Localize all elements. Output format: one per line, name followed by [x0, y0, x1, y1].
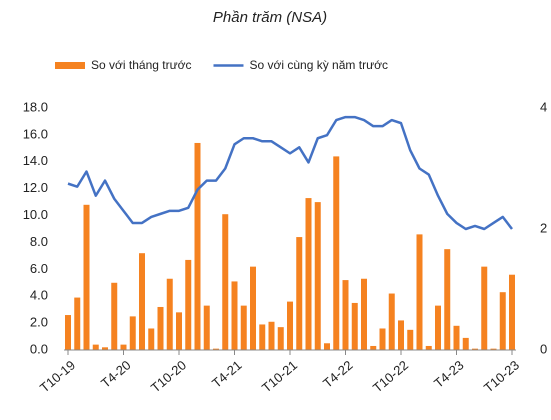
bar — [296, 237, 303, 350]
x-tick-label: T4-22 — [320, 357, 356, 390]
bar — [305, 198, 312, 350]
bar — [74, 297, 81, 350]
bar — [111, 282, 118, 350]
bar — [203, 305, 210, 350]
x-tick-label: T4-23 — [431, 357, 467, 390]
x-tick-label: T4-21 — [209, 357, 245, 390]
x-tick-label: T10-20 — [148, 357, 189, 395]
bar — [222, 214, 229, 350]
bar — [139, 253, 145, 350]
bar — [481, 266, 488, 350]
bar — [398, 320, 404, 350]
bar — [361, 278, 367, 350]
bar — [176, 312, 182, 350]
bar — [287, 301, 293, 350]
y2-tick-label: 0 — [540, 341, 547, 356]
bar — [185, 259, 192, 350]
y-tick-label: 0.0 — [30, 341, 48, 356]
y-tick-label: 18.0 — [23, 99, 48, 114]
bar — [324, 343, 330, 350]
x-tick-label: T10-23 — [481, 357, 522, 395]
bar — [157, 306, 164, 350]
bar — [407, 329, 414, 350]
legend-swatch — [55, 62, 85, 69]
bar — [333, 156, 340, 350]
bar — [148, 328, 155, 350]
bar — [231, 281, 238, 350]
bar — [268, 321, 275, 350]
legend-label: So với cùng kỳ năm trước — [249, 58, 387, 72]
bar — [509, 274, 515, 350]
y-tick-label: 12.0 — [23, 180, 48, 195]
bar — [388, 293, 395, 350]
bar — [250, 266, 256, 350]
bar — [351, 302, 358, 350]
line — [67, 115, 513, 231]
y-tick-label: 16.0 — [23, 126, 48, 141]
bar — [120, 344, 127, 350]
y-tick-label: 2.0 — [30, 315, 48, 330]
x-tick-label: T4-20 — [98, 357, 134, 390]
bar — [259, 324, 266, 350]
bar — [92, 344, 99, 350]
bar — [277, 327, 284, 350]
bar — [83, 204, 90, 350]
bar — [453, 325, 460, 350]
bar — [435, 305, 441, 350]
x-tick-label: T10-21 — [259, 357, 300, 395]
y-tick-label: 4.0 — [30, 288, 48, 303]
y-tick-label: 8.0 — [30, 234, 48, 249]
bar — [129, 316, 136, 350]
legend-label: So với tháng trước — [91, 58, 191, 72]
bar — [490, 348, 497, 350]
y-tick-label: 10.0 — [23, 207, 48, 222]
bar — [472, 348, 478, 350]
y-tick-label: 14.0 — [23, 153, 48, 168]
x-tick-label: T10-19 — [37, 357, 78, 395]
y2-tick-label: 2 — [540, 220, 547, 235]
bar — [240, 305, 247, 350]
bar — [370, 345, 377, 350]
bar — [342, 280, 349, 350]
bar — [213, 348, 219, 350]
bar — [194, 142, 201, 350]
bar — [314, 202, 321, 350]
bar — [65, 315, 71, 350]
bar — [499, 292, 506, 350]
bar — [444, 249, 451, 350]
chart-title: Phần trăm (NSA) — [213, 9, 327, 26]
bar — [425, 345, 432, 350]
bar — [379, 328, 386, 350]
bar — [102, 347, 108, 350]
bar — [416, 234, 423, 350]
y2-tick-label: 4 — [540, 99, 547, 114]
bar — [166, 278, 173, 350]
x-tick-label: T10-22 — [370, 357, 411, 395]
y-tick-label: 6.0 — [30, 261, 48, 276]
bar — [462, 337, 469, 350]
